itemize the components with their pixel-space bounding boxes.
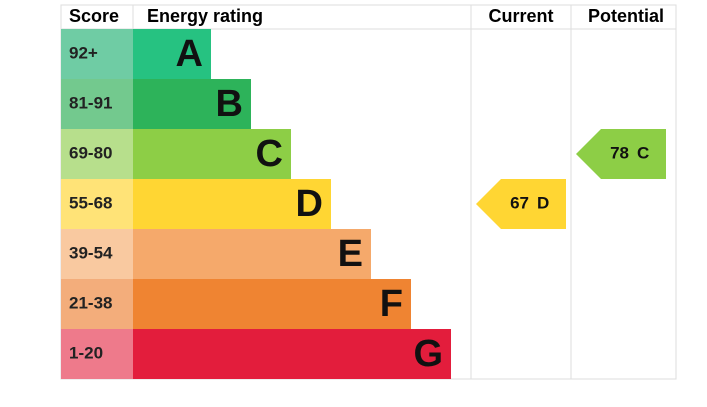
current-letter: D — [537, 193, 549, 212]
score-range: 92+ — [69, 43, 98, 62]
score-cell — [61, 279, 133, 329]
score-cell — [61, 79, 133, 129]
rating-bar — [133, 229, 371, 279]
score-range: 81-91 — [69, 93, 112, 112]
header-current: Current — [488, 6, 553, 26]
rating-bar — [133, 79, 251, 129]
rating-bar — [133, 329, 451, 379]
score-cell — [61, 179, 133, 229]
header-potential: Potential — [588, 6, 664, 26]
rating-bar — [133, 129, 291, 179]
rating-letter: F — [380, 283, 403, 325]
score-cell — [61, 29, 133, 79]
current-value: 67 — [510, 193, 529, 212]
rating-letter: D — [296, 183, 323, 225]
score-range: 55-68 — [69, 193, 112, 212]
score-range: 1-20 — [69, 343, 103, 362]
current-arrow — [476, 179, 566, 229]
rating-bar — [133, 279, 411, 329]
score-cell — [61, 129, 133, 179]
score-range: 21-38 — [69, 293, 112, 312]
rating-letter: B — [216, 83, 243, 125]
rating-letter: G — [413, 333, 443, 375]
score-range: 69-80 — [69, 143, 112, 162]
rating-letter: C — [256, 133, 283, 175]
potential-arrow — [576, 129, 666, 179]
score-cell — [61, 229, 133, 279]
rating-letter: A — [176, 33, 203, 75]
score-range: 39-54 — [69, 243, 113, 262]
rating-bar — [133, 29, 211, 79]
potential-value: 78 — [610, 143, 629, 162]
rating-bar — [133, 179, 331, 229]
rating-letter: E — [338, 233, 363, 275]
header-rating: Energy rating — [147, 6, 263, 26]
header-score: Score — [69, 6, 119, 26]
score-cell — [61, 329, 133, 379]
potential-letter: C — [637, 143, 649, 162]
